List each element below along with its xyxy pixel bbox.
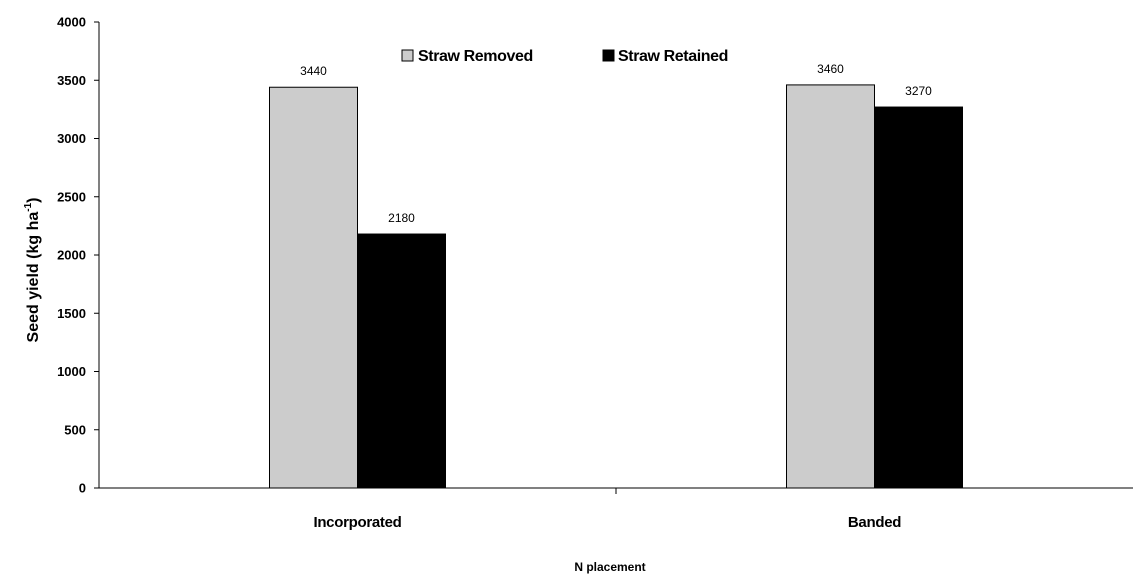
legend-swatch-straw-removed	[401, 49, 414, 62]
y-axis-title-superscript: -1	[23, 202, 34, 211]
x-category-label: Banded	[848, 514, 901, 531]
bar-straw-retained-incorporated	[357, 233, 446, 489]
y-tick-label: 2000	[57, 248, 86, 263]
legend-label-straw-retained: Straw Retained	[618, 48, 728, 65]
bar-straw-removed-incorporated	[269, 86, 358, 489]
axes	[98, 22, 1133, 489]
y-tick-label: 4000	[57, 15, 86, 30]
legend: Straw Removed Straw Retained	[401, 48, 728, 65]
y-axis-ticks: 0 500 1000 1500 2000 2500 3000 3500 4000	[57, 15, 99, 496]
y-tick-label: 1000	[57, 364, 86, 379]
data-label: 3440	[300, 64, 327, 78]
bar-straw-retained-banded	[874, 106, 963, 489]
legend-swatch-straw-retained	[602, 49, 615, 62]
y-axis-title: Seed yield (kg ha-1)	[23, 198, 42, 343]
y-tick-label: 1500	[57, 306, 86, 321]
y-axis-title-main: Seed yield (kg ha	[25, 212, 42, 343]
data-label: 2180	[388, 211, 415, 225]
x-axis-title: N placement	[574, 560, 645, 574]
y-tick-label: 3000	[57, 131, 86, 146]
bar-straw-removed-banded	[786, 84, 875, 489]
y-axis-title-suffix: )	[25, 198, 42, 203]
data-label: 3460	[817, 62, 844, 76]
category-labels: Incorporated Banded	[313, 514, 901, 531]
y-tick-label: 3500	[57, 73, 86, 88]
y-tick-label: 500	[64, 422, 86, 437]
y-tick-label: 2500	[57, 189, 86, 204]
data-label: 3270	[905, 84, 932, 98]
x-category-label: Incorporated	[313, 514, 401, 531]
legend-label-straw-removed: Straw Removed	[418, 48, 533, 65]
bars	[269, 84, 963, 489]
data-labels: 3440 2180 3460 3270	[300, 62, 932, 225]
y-tick-label: 0	[79, 481, 86, 496]
